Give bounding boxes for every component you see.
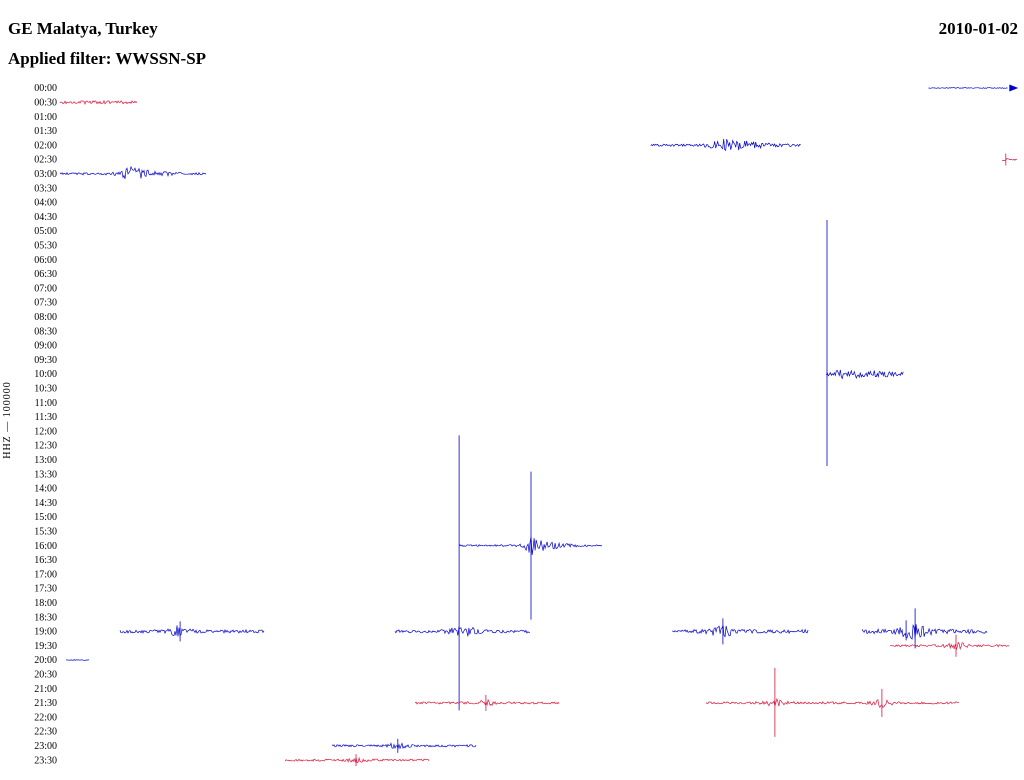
time-tick-label: 23:30 xyxy=(34,755,57,766)
time-tick-label: 07:30 xyxy=(34,298,57,309)
seismogram-trace xyxy=(861,624,988,640)
time-tick-label: 11:30 xyxy=(35,412,57,423)
seismogram-trace xyxy=(394,626,530,637)
time-tick-label: 17:00 xyxy=(34,569,57,580)
time-tick-label: 14:00 xyxy=(34,484,57,495)
time-tick-label: 19:30 xyxy=(34,641,57,652)
time-tick-label: 04:30 xyxy=(34,212,57,223)
time-tick-label: 06:00 xyxy=(34,255,57,266)
time-tick-label: 21:30 xyxy=(34,698,57,709)
time-tick-label: 21:00 xyxy=(34,684,57,695)
date-label: 2010-01-02 xyxy=(938,19,1018,38)
filter-label: Applied filter: WWSSN-SP xyxy=(8,49,207,68)
seismogram-trace xyxy=(59,99,138,106)
time-tick-label: 12:30 xyxy=(34,441,57,452)
time-tick-label: 04:00 xyxy=(34,198,57,209)
time-tick-label: 22:30 xyxy=(34,727,57,738)
time-tick-label: 01:30 xyxy=(34,126,57,137)
time-tick-label: 12:00 xyxy=(34,426,57,437)
time-tick-label: 02:00 xyxy=(34,140,57,151)
time-tick-label: 13:00 xyxy=(34,455,57,466)
time-tick-label: 20:00 xyxy=(34,655,57,666)
time-tick-label: 23:00 xyxy=(34,741,57,752)
seismogram-trace xyxy=(890,641,1010,651)
seismogram-trace xyxy=(119,625,265,637)
time-tick-label: 05:00 xyxy=(34,226,57,237)
time-tick-label: 01:00 xyxy=(34,112,57,123)
time-tick-label: 03:30 xyxy=(34,183,57,194)
time-tick-label: 08:30 xyxy=(34,326,57,337)
time-tick-label: 14:30 xyxy=(34,498,57,509)
time-tick-label: 19:00 xyxy=(34,627,57,638)
time-tick-label: 17:30 xyxy=(34,584,57,595)
time-tick-label: 08:00 xyxy=(34,312,57,323)
seismogram-trace xyxy=(1001,158,1018,161)
time-tick-label: 02:30 xyxy=(34,155,57,166)
time-tick-label: 16:30 xyxy=(34,555,57,566)
seismogram-trace xyxy=(331,742,477,750)
time-tick-label: 03:00 xyxy=(34,169,57,180)
seismogram-trace xyxy=(59,165,207,179)
seismogram-trace xyxy=(650,138,801,152)
time-axis: 00:00 00:30 01:00 01:30 02:00 02:30 03:00 03:30… xyxy=(34,83,57,766)
time-tick-label: 06:30 xyxy=(34,269,57,280)
continuation-arrow-icon xyxy=(1009,84,1019,92)
time-tick-label: 20:30 xyxy=(34,670,57,681)
seismogram-trace xyxy=(284,756,430,764)
time-tick-label: 10:30 xyxy=(34,384,57,395)
time-tick-label: 18:00 xyxy=(34,598,57,609)
seismogram-trace xyxy=(928,87,1008,89)
time-tick-label: 16:00 xyxy=(34,541,57,552)
y-axis-label: HHZ — 100000 xyxy=(2,381,13,459)
time-tick-label: 07:00 xyxy=(34,283,57,294)
time-tick-label: 09:30 xyxy=(34,355,57,366)
time-tick-label: 00:00 xyxy=(34,83,57,94)
time-tick-label: 05:30 xyxy=(34,241,57,252)
time-tick-label: 10:00 xyxy=(34,369,57,380)
time-tick-label: 22:00 xyxy=(34,712,57,723)
time-tick-label: 13:30 xyxy=(34,469,57,480)
trace-layer xyxy=(59,84,1019,767)
seismogram-trace xyxy=(66,659,90,661)
seismogram-trace xyxy=(671,625,809,638)
seismogram-trace xyxy=(414,698,560,707)
time-tick-label: 11:00 xyxy=(35,398,57,409)
seismogram-trace xyxy=(825,369,904,380)
time-tick-label: 00:30 xyxy=(34,98,57,109)
time-tick-label: 15:30 xyxy=(34,527,57,538)
time-tick-label: 18:30 xyxy=(34,612,57,623)
station-title: GE Malatya, Turkey xyxy=(8,19,158,38)
time-tick-label: 09:00 xyxy=(34,341,57,352)
time-tick-label: 15:00 xyxy=(34,512,57,523)
seismogram-trace xyxy=(705,697,959,709)
